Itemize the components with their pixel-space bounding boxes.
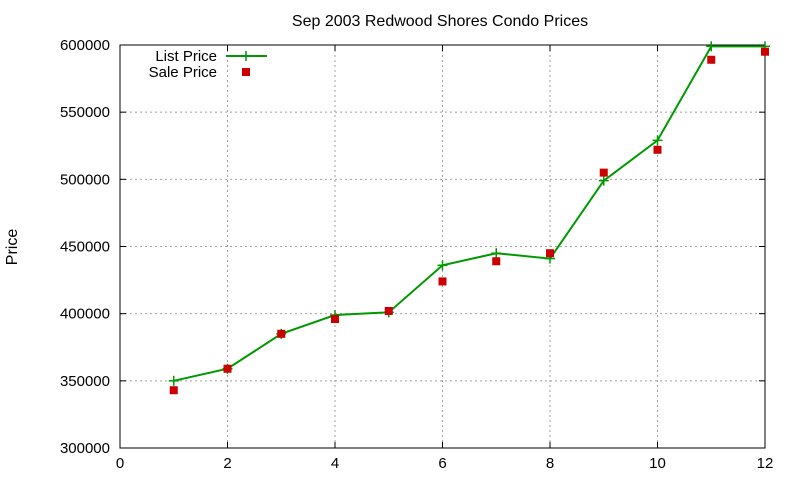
y-tick-label: 600000 <box>60 37 110 54</box>
data-point <box>598 175 609 186</box>
legend-marker <box>241 51 251 61</box>
data-point <box>706 41 717 52</box>
data-point <box>223 364 232 373</box>
series-sale-price <box>169 47 769 395</box>
grid <box>120 45 765 448</box>
series-list-price <box>168 41 770 386</box>
data-point <box>599 168 608 177</box>
x-tick-label: 2 <box>223 455 231 472</box>
x-tick-label: 4 <box>331 455 339 472</box>
y-tick-label: 500000 <box>60 171 110 188</box>
x-tick-label: 6 <box>438 455 446 472</box>
x-tick-label: 10 <box>649 455 666 472</box>
legend-label: Sale Price <box>149 64 217 81</box>
data-point <box>707 55 716 64</box>
y-tick-label: 450000 <box>60 239 110 256</box>
data-point <box>546 249 554 258</box>
legend-label: List Price <box>155 48 217 65</box>
data-point <box>652 135 663 146</box>
data-point <box>438 277 447 286</box>
data-point <box>492 257 501 266</box>
legend-marker <box>242 68 250 76</box>
y-tick-label: 300000 <box>60 440 110 457</box>
axis-ticks: 300000 350000 400000 450000 500000 550000 6000… <box>60 37 773 472</box>
y-tick-label: 400000 <box>60 306 110 323</box>
data-point <box>168 375 179 386</box>
y-tick-label: 550000 <box>60 104 110 121</box>
y-tick-label: 350000 <box>60 373 110 390</box>
data-point <box>277 329 286 338</box>
series <box>168 41 770 395</box>
data-point <box>437 260 448 271</box>
data-point <box>653 145 662 154</box>
x-tick-label: 12 <box>757 455 774 472</box>
x-tick-label: 0 <box>116 455 124 472</box>
x-tick-label: 8 <box>546 455 554 472</box>
data-point <box>761 47 769 56</box>
data-point <box>491 248 502 259</box>
y-axis-label: Price <box>4 229 21 266</box>
data-point <box>384 306 393 315</box>
chart-title: Sep 2003 Redwood Shores Condo Prices <box>292 13 588 30</box>
series-line <box>173 45 765 382</box>
data-point <box>331 315 339 324</box>
data-point <box>169 386 178 395</box>
